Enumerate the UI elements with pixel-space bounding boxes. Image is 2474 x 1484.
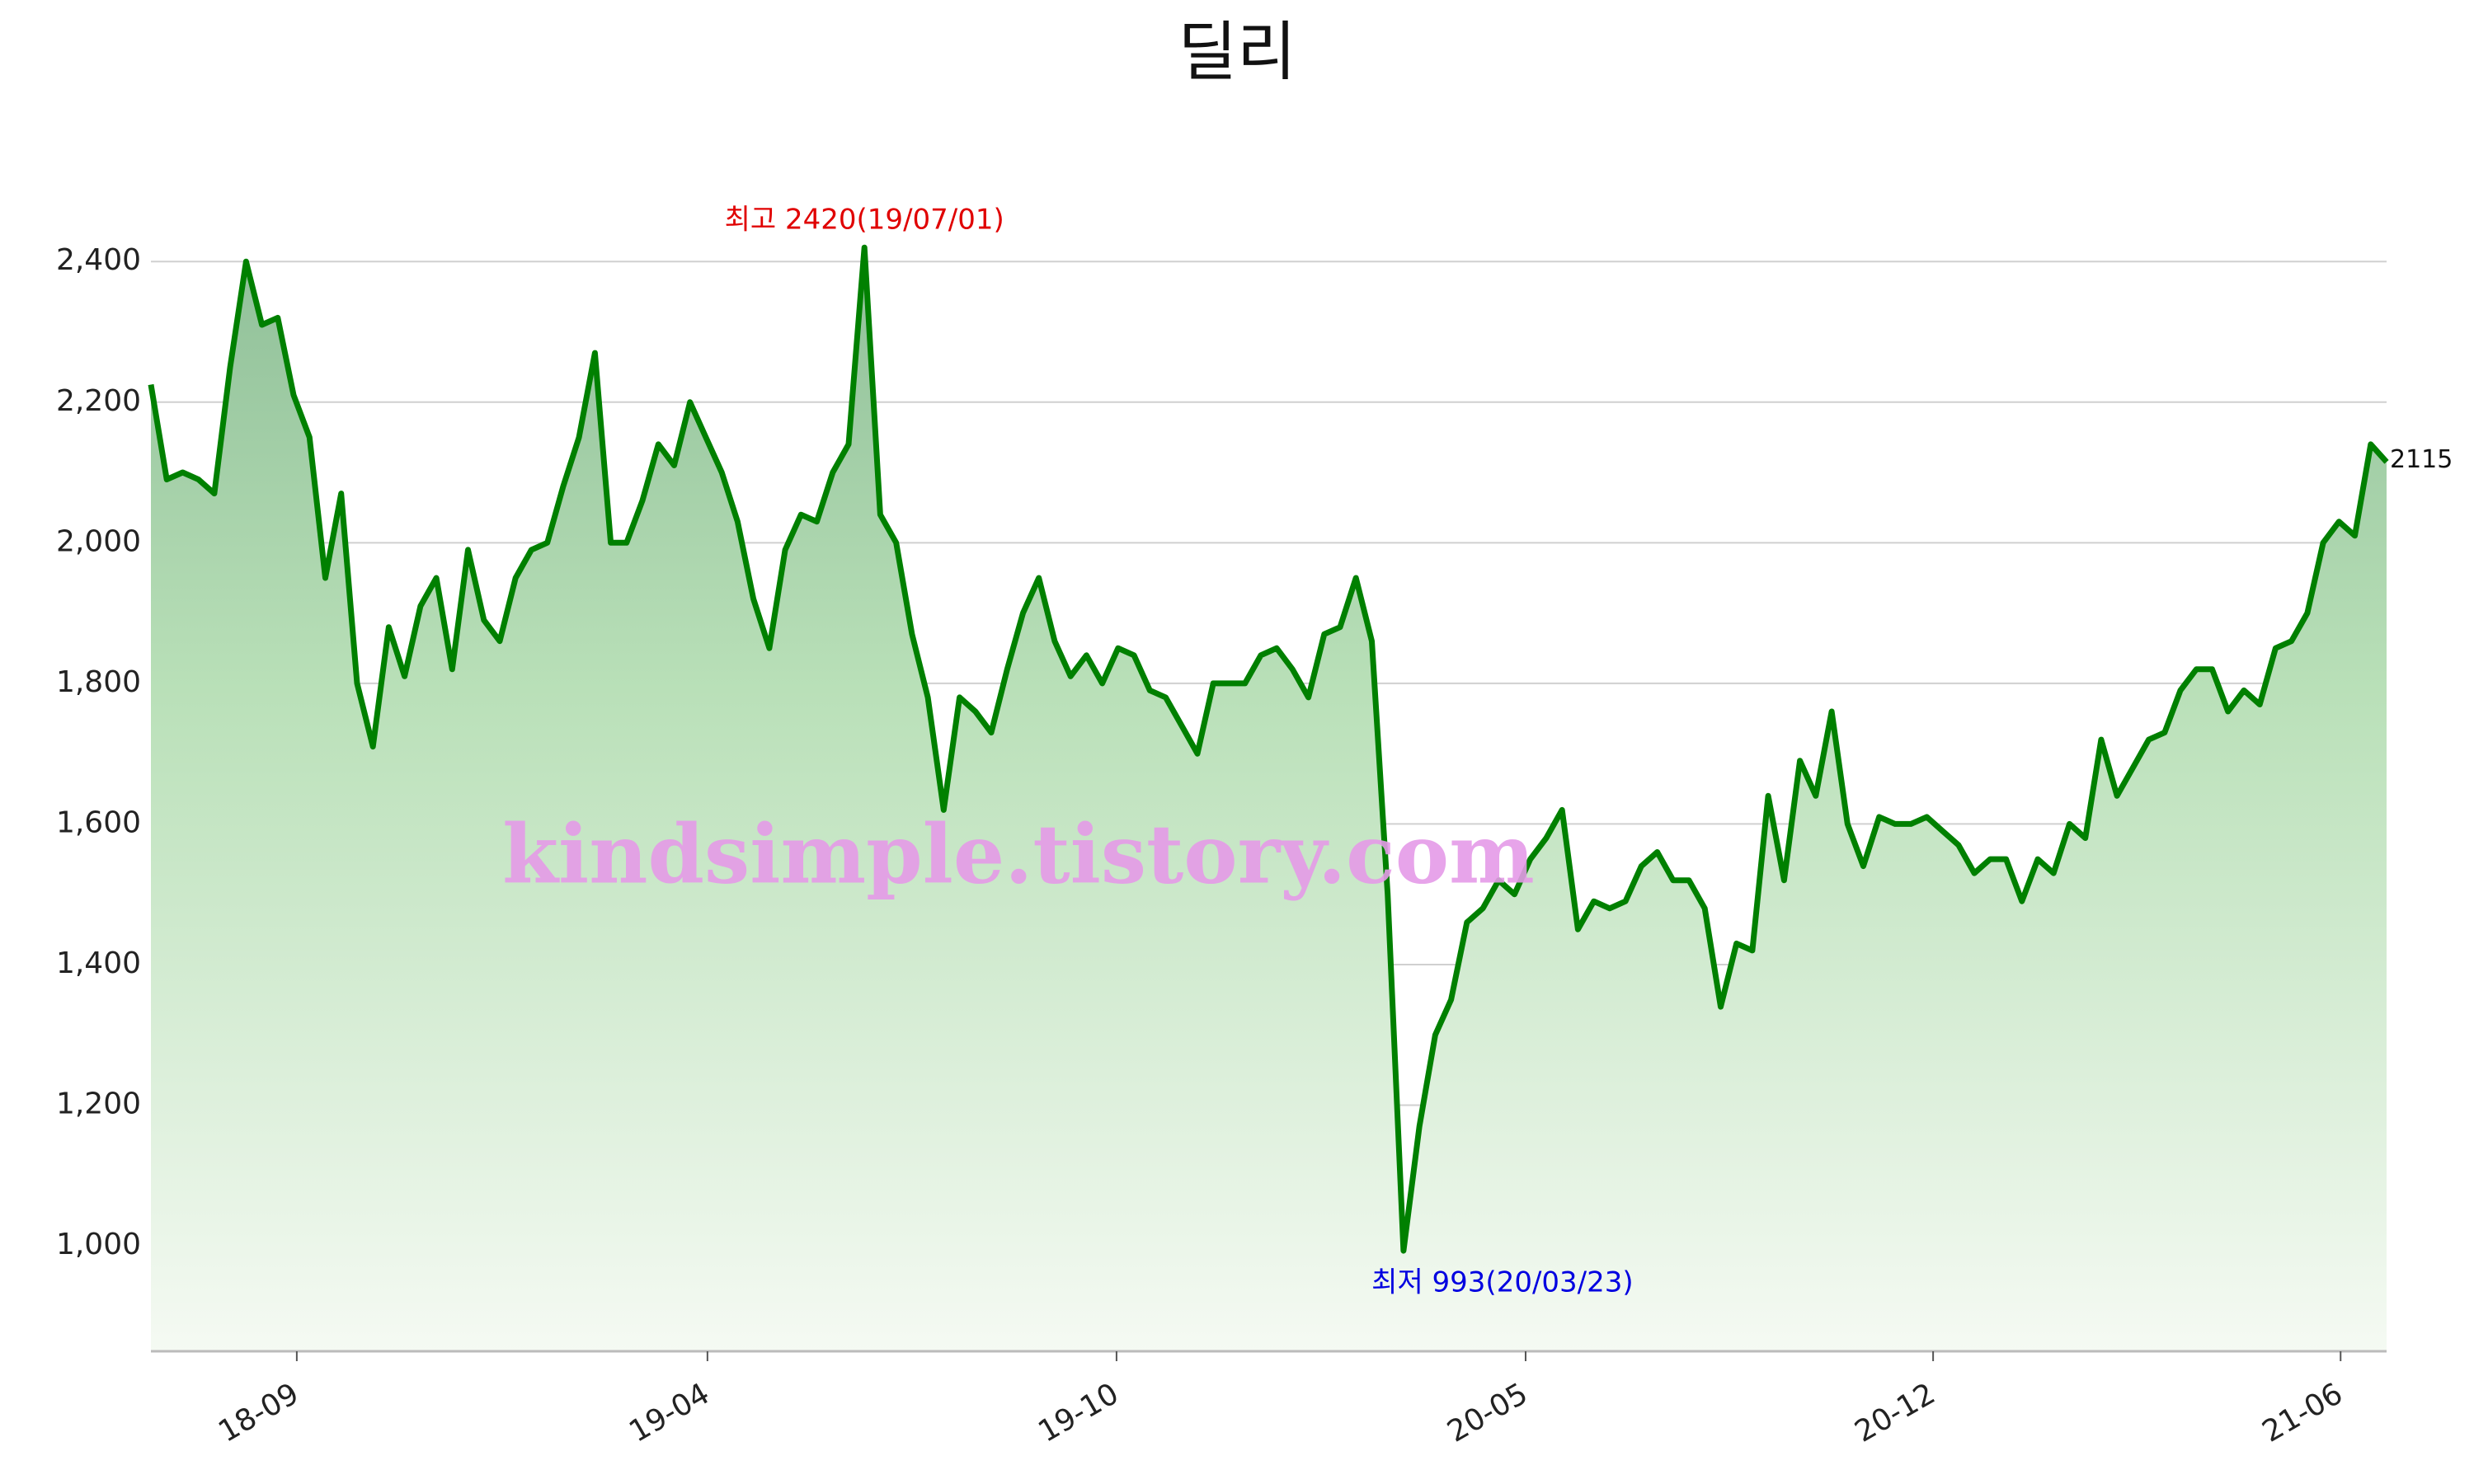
watermark: kindsimple.tistory.com	[502, 807, 1535, 902]
x-tick-label: 20-12	[1850, 1377, 1941, 1449]
y-tick-label: 2,400	[56, 243, 141, 277]
price-line	[148, 244, 2389, 1254]
min-annotation: 최저 993(20/03/23)	[1371, 1266, 1634, 1299]
y-tick-label: 1,000	[56, 1228, 141, 1261]
y-tick-label: 1,800	[56, 665, 141, 699]
y-tick-label: 1,400	[56, 946, 141, 980]
y-tick-label: 1,600	[56, 805, 141, 839]
x-tick-label: 19-10	[1032, 1377, 1124, 1449]
y-tick-label: 2,200	[56, 384, 141, 418]
x-tick-label: 18-09	[213, 1377, 304, 1449]
y-tick-label: 1,200	[56, 1087, 141, 1121]
x-tick-label: 21-06	[2257, 1377, 2349, 1449]
y-tick-label: 2,000	[56, 524, 141, 558]
last-value-label: 2115	[2390, 445, 2453, 474]
x-tick-label: 20-05	[1442, 1377, 1533, 1449]
x-tick-label: 19-04	[623, 1377, 715, 1449]
chart-title: 딜리	[1178, 15, 1296, 89]
max-annotation: 최고 2420(19/07/01)	[725, 204, 1004, 237]
area-fill	[151, 247, 2387, 1352]
